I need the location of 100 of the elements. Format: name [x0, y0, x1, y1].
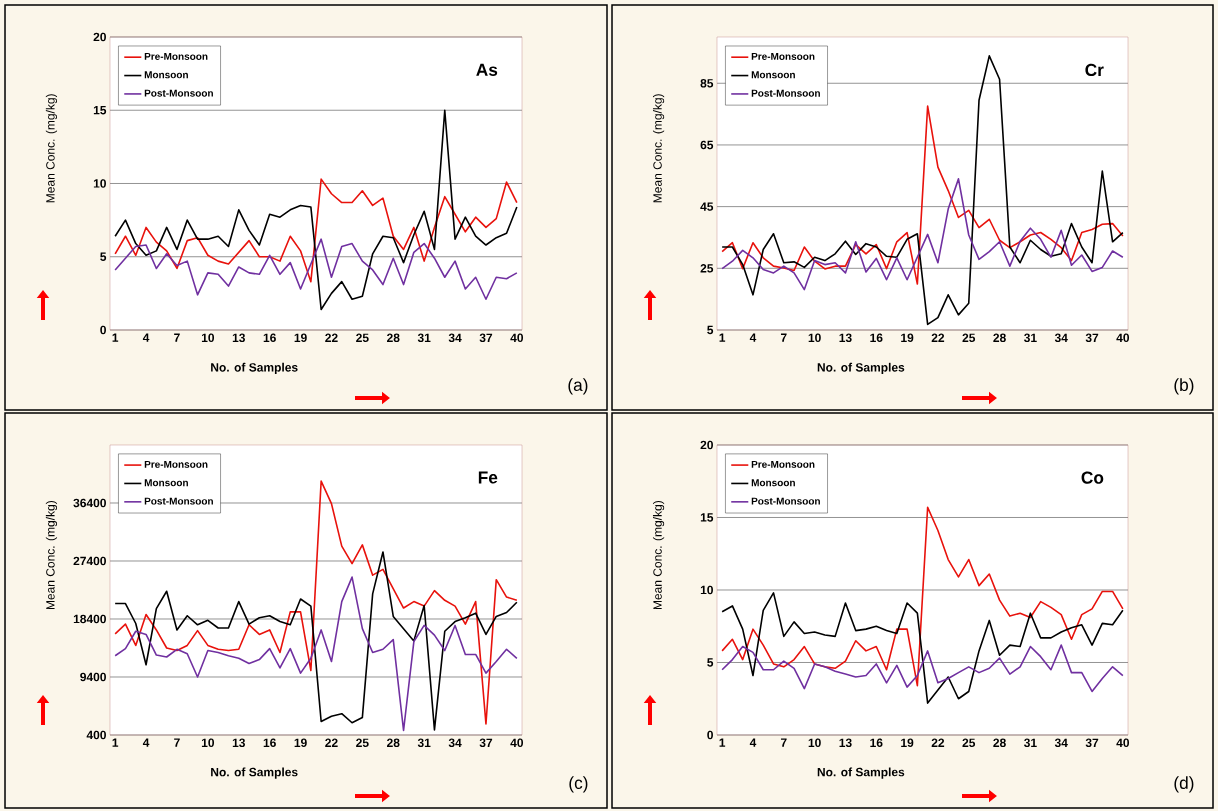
- legend-label: Post-Monsoon: [144, 497, 213, 505]
- x-tick-label: 1: [719, 738, 726, 747]
- text: (d): [1174, 776, 1194, 793]
- x-tick-label: 31: [417, 333, 431, 343]
- y-tick-label: 9400: [80, 672, 106, 682]
- x-tick-label: 22: [325, 333, 338, 342]
- x-tick-label: 10: [201, 738, 215, 748]
- line-series: [721, 506, 1124, 687]
- x-axis-title: No. of Samples: [817, 362, 905, 375]
- x-tick-label: 13: [839, 333, 852, 343]
- x-tick-label: 34: [448, 738, 462, 748]
- text: Fe: [478, 471, 498, 484]
- x-tick-label: 28: [993, 333, 1006, 343]
- x-tick-label: 13: [232, 738, 245, 748]
- text: Cr: [1085, 63, 1104, 77]
- x-tick-label: 19: [901, 333, 914, 343]
- y-axis-title: Mean Conc. (mg/kg): [652, 501, 665, 610]
- x-tick-label: 25: [356, 738, 369, 748]
- x-tick-label: 28: [993, 738, 1006, 748]
- x-tick-label: 34: [448, 333, 462, 343]
- x-tick-label: 31: [1024, 333, 1037, 343]
- x-axis-title: No. of Samples: [211, 362, 298, 375]
- x-tick-label: 16: [870, 333, 883, 343]
- x-tick-label: 10: [808, 738, 821, 748]
- x-tick-label: 16: [263, 333, 276, 343]
- y-tick-label: 20: [700, 440, 713, 450]
- legend-label: Post-Monsoon: [144, 89, 213, 97]
- x-tick-label: 40: [510, 333, 524, 343]
- x-tick-label: 37: [479, 333, 493, 343]
- y-tick-label: 15: [93, 106, 107, 115]
- line-series: [721, 592, 1124, 704]
- y-tick-label: 65: [700, 140, 714, 150]
- x-tick-label: 22: [931, 738, 945, 747]
- y-tick-label: 25: [700, 264, 714, 273]
- x-tick-label: 7: [780, 738, 787, 747]
- x-tick-label: 4: [749, 738, 757, 747]
- x-tick-label: 4: [749, 333, 757, 342]
- x-tick-label: 7: [174, 738, 180, 747]
- y-tick-label: 5: [100, 252, 107, 261]
- y-tick-label: 85: [700, 79, 714, 88]
- x-tick-label: 10: [808, 333, 821, 343]
- legend-label: Pre-Monsoon: [144, 460, 208, 468]
- x-tick-label: 37: [479, 738, 493, 748]
- x-tick-label: 25: [356, 333, 369, 343]
- legend-label: Monsoon: [144, 479, 188, 487]
- y-axis-title: Mean Conc. (mg/kg): [45, 94, 58, 203]
- y-axis-title: Mean Conc. (mg/kg): [45, 501, 58, 610]
- x-tick-label: 31: [417, 738, 431, 748]
- legend-label: Post-Monsoon: [751, 89, 820, 97]
- legend-label: Monsoon: [144, 71, 188, 79]
- legend-label: Pre-Monsoon: [751, 460, 815, 468]
- x-tick-label: 1: [112, 738, 119, 747]
- x-tick-label: 25: [962, 738, 976, 748]
- x-tick-label: 16: [870, 738, 883, 748]
- x-tick-label: 34: [1054, 333, 1068, 343]
- y-tick-label: 15: [700, 513, 714, 522]
- x-tick-label: 16: [263, 738, 276, 748]
- x-tick-label: 1: [719, 333, 726, 342]
- legend-label: Monsoon: [751, 479, 795, 487]
- line-series: [721, 55, 1124, 326]
- text: (a): [568, 378, 588, 395]
- line-series: [721, 644, 1124, 693]
- y-axis-title: Mean Conc. (mg/kg): [652, 94, 665, 203]
- x-tick-label: 7: [174, 333, 180, 342]
- x-axis-title: No. of Samples: [211, 767, 298, 779]
- text: (c): [569, 776, 588, 793]
- x-axis-title: No. of Samples: [817, 767, 905, 779]
- legend-label: Pre-Monsoon: [144, 52, 208, 60]
- line-series: [721, 105, 1124, 285]
- x-tick-label: 4: [142, 333, 150, 342]
- y-tick-label: 27400: [73, 556, 106, 566]
- text: As: [476, 63, 498, 76]
- x-tick-label: 28: [387, 333, 400, 343]
- text: Co: [1081, 471, 1104, 484]
- x-tick-label: 13: [839, 738, 852, 748]
- y-tick-label: 0: [100, 325, 106, 335]
- y-tick-label: 5: [707, 658, 714, 667]
- x-tick-label: 40: [1116, 333, 1130, 343]
- text: (b): [1174, 378, 1194, 395]
- legend-label: Monsoon: [751, 71, 795, 79]
- x-tick-label: 4: [142, 738, 150, 747]
- x-tick-label: 34: [1054, 738, 1068, 748]
- x-tick-label: 22: [325, 738, 338, 747]
- x-tick-label: 37: [1085, 738, 1099, 748]
- x-tick-label: 31: [1024, 738, 1037, 748]
- x-tick-label: 25: [962, 333, 976, 343]
- x-tick-label: 37: [1085, 333, 1099, 343]
- y-tick-label: 10: [700, 585, 713, 595]
- y-tick-label: 0: [707, 730, 713, 740]
- y-tick-label: 45: [700, 202, 714, 211]
- x-tick-label: 19: [294, 738, 307, 748]
- x-tick-label: 19: [901, 738, 914, 748]
- x-tick-label: 7: [780, 333, 787, 342]
- y-tick-label: 18400: [73, 614, 106, 624]
- y-tick-label: 36400: [73, 498, 106, 508]
- y-tick-label: 5: [707, 325, 714, 335]
- x-tick-label: 40: [1116, 738, 1130, 748]
- x-tick-label: 28: [387, 738, 400, 748]
- y-tick-label: 400: [86, 730, 106, 740]
- line-series: [721, 178, 1124, 291]
